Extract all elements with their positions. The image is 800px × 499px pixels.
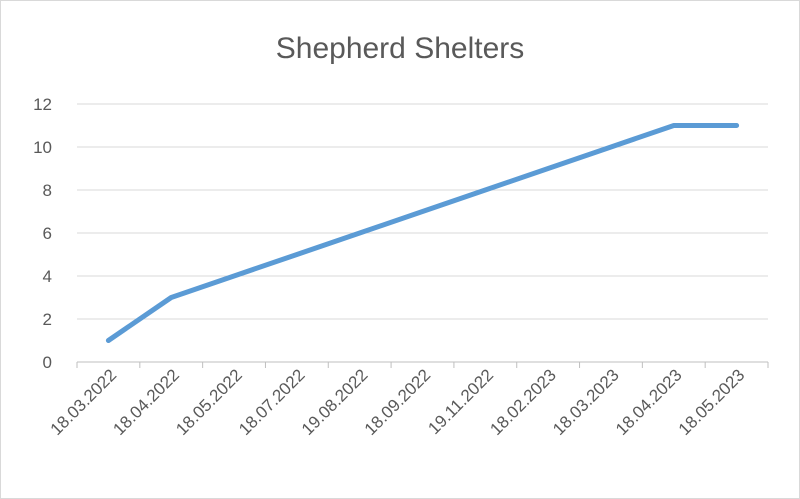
y-tick-label: 12 (33, 95, 52, 114)
y-tick-label: 0 (43, 353, 52, 372)
x-tick-label: 18.05.2023 (675, 365, 749, 439)
y-axis-ticks: 0 2 4 6 8 10 12 (33, 95, 52, 372)
x-tick-label: 18.05.2022 (172, 365, 246, 439)
x-tick-label: 19.08.2022 (298, 365, 372, 439)
y-tick-label: 4 (43, 267, 52, 286)
x-tick-label: 18.07.2022 (235, 365, 309, 439)
y-tick-label: 10 (33, 138, 52, 157)
y-tick-label: 8 (43, 181, 52, 200)
series-line (105, 123, 740, 343)
y-tick-label: 2 (43, 310, 52, 329)
y-tick-label: 6 (43, 224, 52, 243)
x-tick-label: 18.09.2022 (361, 365, 435, 439)
x-tick-label: 18.03.2022 (47, 365, 121, 439)
series-lines (105, 123, 740, 343)
x-tick-label: 18.04.2022 (109, 365, 183, 439)
x-tick-label: 18.02.2023 (486, 365, 560, 439)
x-tick-label: 18.03.2023 (549, 365, 623, 439)
gridlines (77, 103, 768, 320)
x-tick-label: 19.11.2022 (424, 365, 497, 438)
x-axis: 18.03.202218.04.202218.05.202218.07.2022… (47, 361, 769, 439)
chart-title: Shepherd Shelters (276, 32, 525, 65)
x-tick-label: 18.04.2023 (612, 365, 686, 439)
